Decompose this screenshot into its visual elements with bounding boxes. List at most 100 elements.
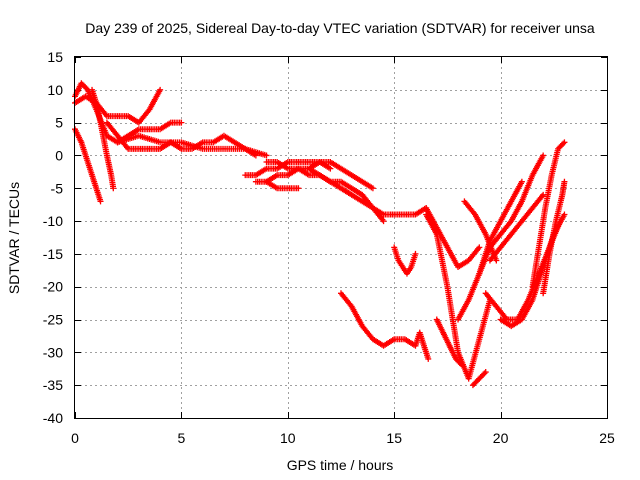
data-point [360, 179, 375, 191]
y-tick-label: -20 [43, 279, 63, 295]
series-track-10 [263, 178, 302, 192]
data-point [499, 317, 513, 329]
data-point [440, 331, 452, 348]
data-point [425, 355, 432, 362]
data-point [72, 127, 84, 144]
series-track-24 [529, 139, 568, 290]
data-point [91, 180, 103, 203]
data-point [307, 166, 322, 178]
data-point [371, 337, 386, 348]
series-track-16 [433, 316, 466, 369]
y-tick-label: 0 [55, 147, 63, 163]
data-point [254, 166, 268, 178]
series-track-6 [114, 132, 270, 159]
data-point [157, 86, 164, 93]
data-point [444, 285, 461, 354]
y-axis-ticks: 15 10 5 0 -5 -10 -15 -20 -25 -30 -35 -40 [43, 49, 607, 426]
data-point [380, 218, 387, 225]
data-point [350, 173, 364, 184]
data-point [318, 173, 332, 184]
data-point [73, 94, 88, 106]
data-point [93, 101, 104, 124]
data-point [78, 141, 91, 164]
data-point [275, 159, 290, 171]
series-track-1 [72, 86, 164, 126]
data-point [147, 88, 163, 111]
x-tick-label: 25 [599, 430, 615, 446]
data-point [493, 257, 500, 264]
data-point [445, 245, 461, 269]
data-series [72, 80, 568, 389]
series-track-13 [338, 290, 432, 362]
data-point [222, 133, 237, 145]
data-point [466, 245, 482, 263]
data-point [339, 291, 354, 308]
y-tick-label: -15 [43, 246, 63, 262]
data-point [369, 185, 376, 192]
y-tick-label: 10 [47, 82, 63, 98]
data-point [339, 186, 354, 197]
plot-frame [74, 56, 608, 419]
data-point [104, 154, 114, 177]
data-point [108, 174, 116, 190]
data-point [339, 179, 354, 191]
y-axis-label: SDTVAR / TECUs [6, 182, 22, 294]
data-point [327, 165, 334, 172]
data-point [556, 140, 567, 151]
data-point [360, 324, 375, 341]
data-point [116, 133, 141, 145]
x-tick-label: 5 [178, 430, 186, 446]
data-point [529, 246, 542, 288]
data-point [447, 344, 459, 361]
data-point [350, 186, 364, 197]
data-point [482, 369, 489, 376]
data-point [371, 205, 386, 217]
data-point [178, 119, 185, 126]
data-point [509, 219, 524, 236]
data-point [466, 338, 482, 380]
data-point [158, 120, 173, 132]
data-point [530, 154, 546, 177]
data-point [553, 193, 565, 223]
grid-lines [75, 57, 607, 418]
series-track-2 [72, 80, 185, 146]
data-point [542, 174, 555, 210]
data-point [561, 211, 568, 218]
data-point [476, 298, 493, 341]
data-point [477, 246, 493, 275]
data-point [466, 272, 482, 302]
x-tick-label: 10 [280, 430, 296, 446]
data-point [540, 252, 553, 295]
data-point [471, 376, 482, 387]
y-tick-label: -40 [43, 410, 63, 426]
x-tick-label: 0 [71, 430, 79, 446]
data-point [222, 145, 247, 152]
data-point [498, 200, 514, 223]
data-point [105, 133, 120, 145]
data-point [126, 127, 141, 138]
data-point [536, 206, 548, 249]
data-point [396, 259, 405, 269]
y-tick-label: 15 [47, 49, 63, 65]
data-point [424, 213, 439, 236]
data-point [434, 226, 450, 249]
data-point [403, 337, 417, 348]
data-point [328, 159, 343, 171]
data-point [459, 362, 466, 369]
data-point [295, 185, 302, 192]
y-tick-label: -25 [43, 312, 63, 328]
data-point [509, 317, 524, 329]
data-point [97, 121, 110, 157]
data-point [530, 193, 545, 210]
data-point [530, 265, 546, 302]
series-track-22 [461, 198, 500, 264]
series-track-14 [423, 204, 483, 271]
data-point [405, 265, 414, 275]
series-track-3 [72, 126, 104, 205]
series-track-9 [263, 159, 387, 225]
data-point [339, 166, 354, 178]
data-point [561, 178, 568, 185]
data-point [509, 180, 524, 203]
data-point [328, 179, 343, 191]
